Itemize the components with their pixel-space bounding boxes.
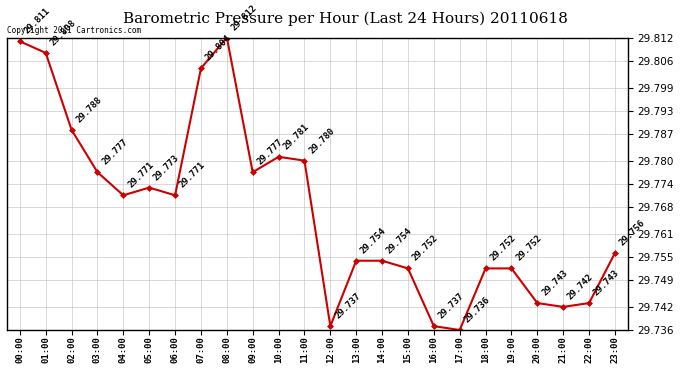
Text: 29.752: 29.752 xyxy=(514,234,544,263)
Text: 29.781: 29.781 xyxy=(282,122,310,151)
Text: 29.737: 29.737 xyxy=(437,291,466,321)
Text: 29.771: 29.771 xyxy=(178,160,207,190)
Text: 29.812: 29.812 xyxy=(230,3,259,32)
Text: 29.743: 29.743 xyxy=(540,268,569,297)
Text: 29.754: 29.754 xyxy=(385,226,414,255)
Text: 29.811: 29.811 xyxy=(23,7,52,36)
Text: Barometric Pressure per Hour (Last 24 Hours) 20110618: Barometric Pressure per Hour (Last 24 Ho… xyxy=(123,11,567,26)
Text: 29.752: 29.752 xyxy=(489,234,518,263)
Text: 29.756: 29.756 xyxy=(618,218,647,248)
Text: 29.777: 29.777 xyxy=(255,138,285,166)
Text: 29.742: 29.742 xyxy=(566,272,595,302)
Text: 29.773: 29.773 xyxy=(152,153,181,182)
Text: 29.777: 29.777 xyxy=(100,138,130,166)
Text: 29.780: 29.780 xyxy=(307,126,337,155)
Text: 29.754: 29.754 xyxy=(359,226,388,255)
Text: Copyright 2011 Cartronics.com: Copyright 2011 Cartronics.com xyxy=(7,26,141,34)
Text: 29.771: 29.771 xyxy=(126,160,155,190)
Text: 29.804: 29.804 xyxy=(204,34,233,63)
Text: 29.752: 29.752 xyxy=(411,234,440,263)
Text: 29.737: 29.737 xyxy=(333,291,362,321)
Text: 29.736: 29.736 xyxy=(462,295,492,324)
Text: 29.788: 29.788 xyxy=(75,95,104,124)
Text: 29.743: 29.743 xyxy=(592,268,621,297)
Text: 29.808: 29.808 xyxy=(48,18,78,47)
